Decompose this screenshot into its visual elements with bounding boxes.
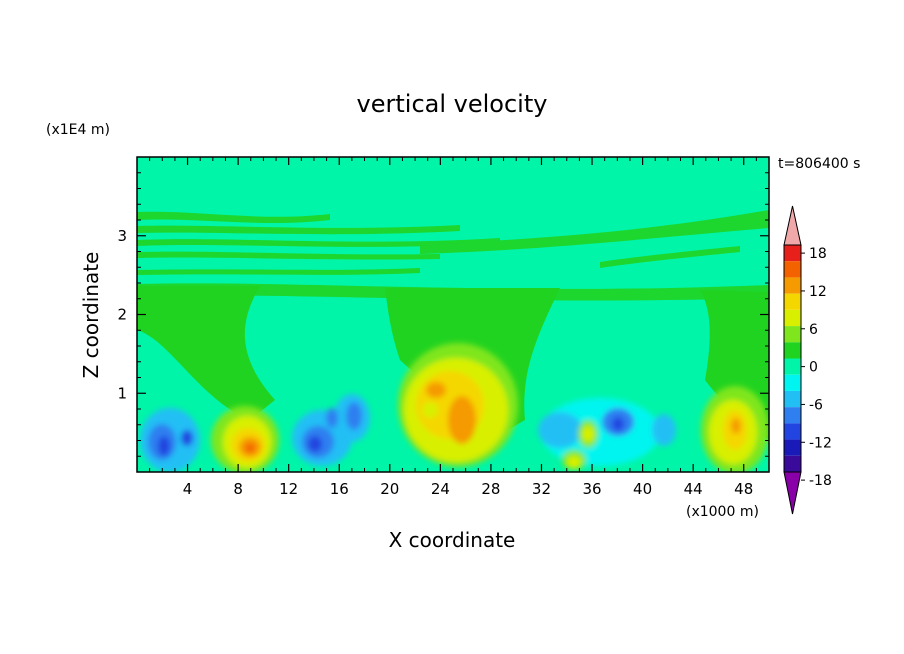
x-tick-label: 4 <box>183 480 193 498</box>
y-tick-label: 1 <box>117 384 127 402</box>
colorbar-tick-label: 12 <box>809 284 827 300</box>
chart-title: vertical velocity <box>357 90 548 118</box>
x-tick-label: 8 <box>233 480 243 498</box>
colorbar-segment <box>784 358 801 375</box>
colorbar-segment <box>784 245 801 262</box>
y-tick-label: 2 <box>117 306 127 324</box>
colorbar-under-triangle <box>783 471 802 515</box>
x-tick-label: 36 <box>582 480 601 498</box>
plot-area <box>137 157 769 472</box>
time-label: t=806400 s <box>778 156 860 172</box>
colorbar-segment <box>784 277 801 294</box>
x-tick-label: 24 <box>431 480 450 498</box>
x-tick-label: 40 <box>633 480 652 498</box>
colorbar-segment <box>784 342 801 359</box>
colorbar-over-triangle <box>783 205 802 246</box>
colorbar-segment <box>784 455 801 472</box>
colorbar-tick-label: -6 <box>809 397 823 413</box>
colorbar-segment <box>784 374 801 391</box>
x-tick-label: 16 <box>330 480 349 498</box>
colorbar-tick-label: 0 <box>809 360 818 376</box>
x-axis-ticks: 4 8 12 16 20 24 28 32 36 40 44 48 <box>149 157 757 498</box>
x-tick-label: 44 <box>684 480 703 498</box>
colorbar-tick-label: 18 <box>809 246 827 262</box>
colorbar: 18 12 6 0 -6 -12 -18 <box>783 205 832 515</box>
y-axis-ticks: 1 2 3 <box>117 172 769 457</box>
colorbar-segment <box>784 423 801 440</box>
x-unit-label: (x1000 m) <box>686 504 759 520</box>
colorbar-segment <box>784 439 801 456</box>
y-axis-label: Z coordinate <box>79 252 103 379</box>
colorbar-tick-label: -18 <box>809 473 832 489</box>
colorbar-tick-label: -12 <box>809 435 832 451</box>
x-tick-label: 28 <box>481 480 500 498</box>
x-tick-label: 32 <box>532 480 551 498</box>
x-tick-label: 20 <box>380 480 399 498</box>
low-level-cells <box>140 343 769 472</box>
colorbar-segment <box>784 293 801 310</box>
colorbar-tick-label: 6 <box>809 322 818 338</box>
x-tick-label: 48 <box>734 480 753 498</box>
colorbar-segment <box>784 309 801 327</box>
colorbar-segment <box>784 261 801 278</box>
y-tick-label: 3 <box>117 227 127 245</box>
x-tick-label: 12 <box>279 480 298 498</box>
colorbar-segment <box>784 390 801 408</box>
y-unit-label: (x1E4 m) <box>46 122 110 138</box>
colorbar-segment <box>784 326 801 343</box>
x-axis-label: X coordinate <box>389 528 516 552</box>
colorbar-segment <box>784 407 801 424</box>
